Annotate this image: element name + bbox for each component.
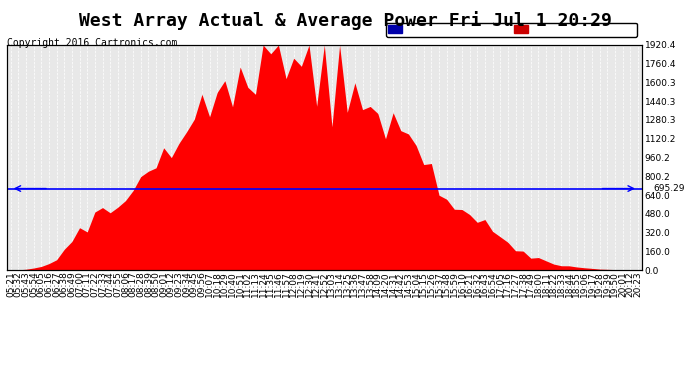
Text: West Array Actual & Average Power Fri Jul 1 20:29: West Array Actual & Average Power Fri Ju… (79, 11, 611, 30)
Legend: Average  (DC Watts), West Array  (DC Watts): Average (DC Watts), West Array (DC Watts… (386, 22, 637, 37)
Text: Copyright 2016 Cartronics.com: Copyright 2016 Cartronics.com (7, 38, 177, 48)
Text: 695.29: 695.29 (653, 184, 684, 193)
